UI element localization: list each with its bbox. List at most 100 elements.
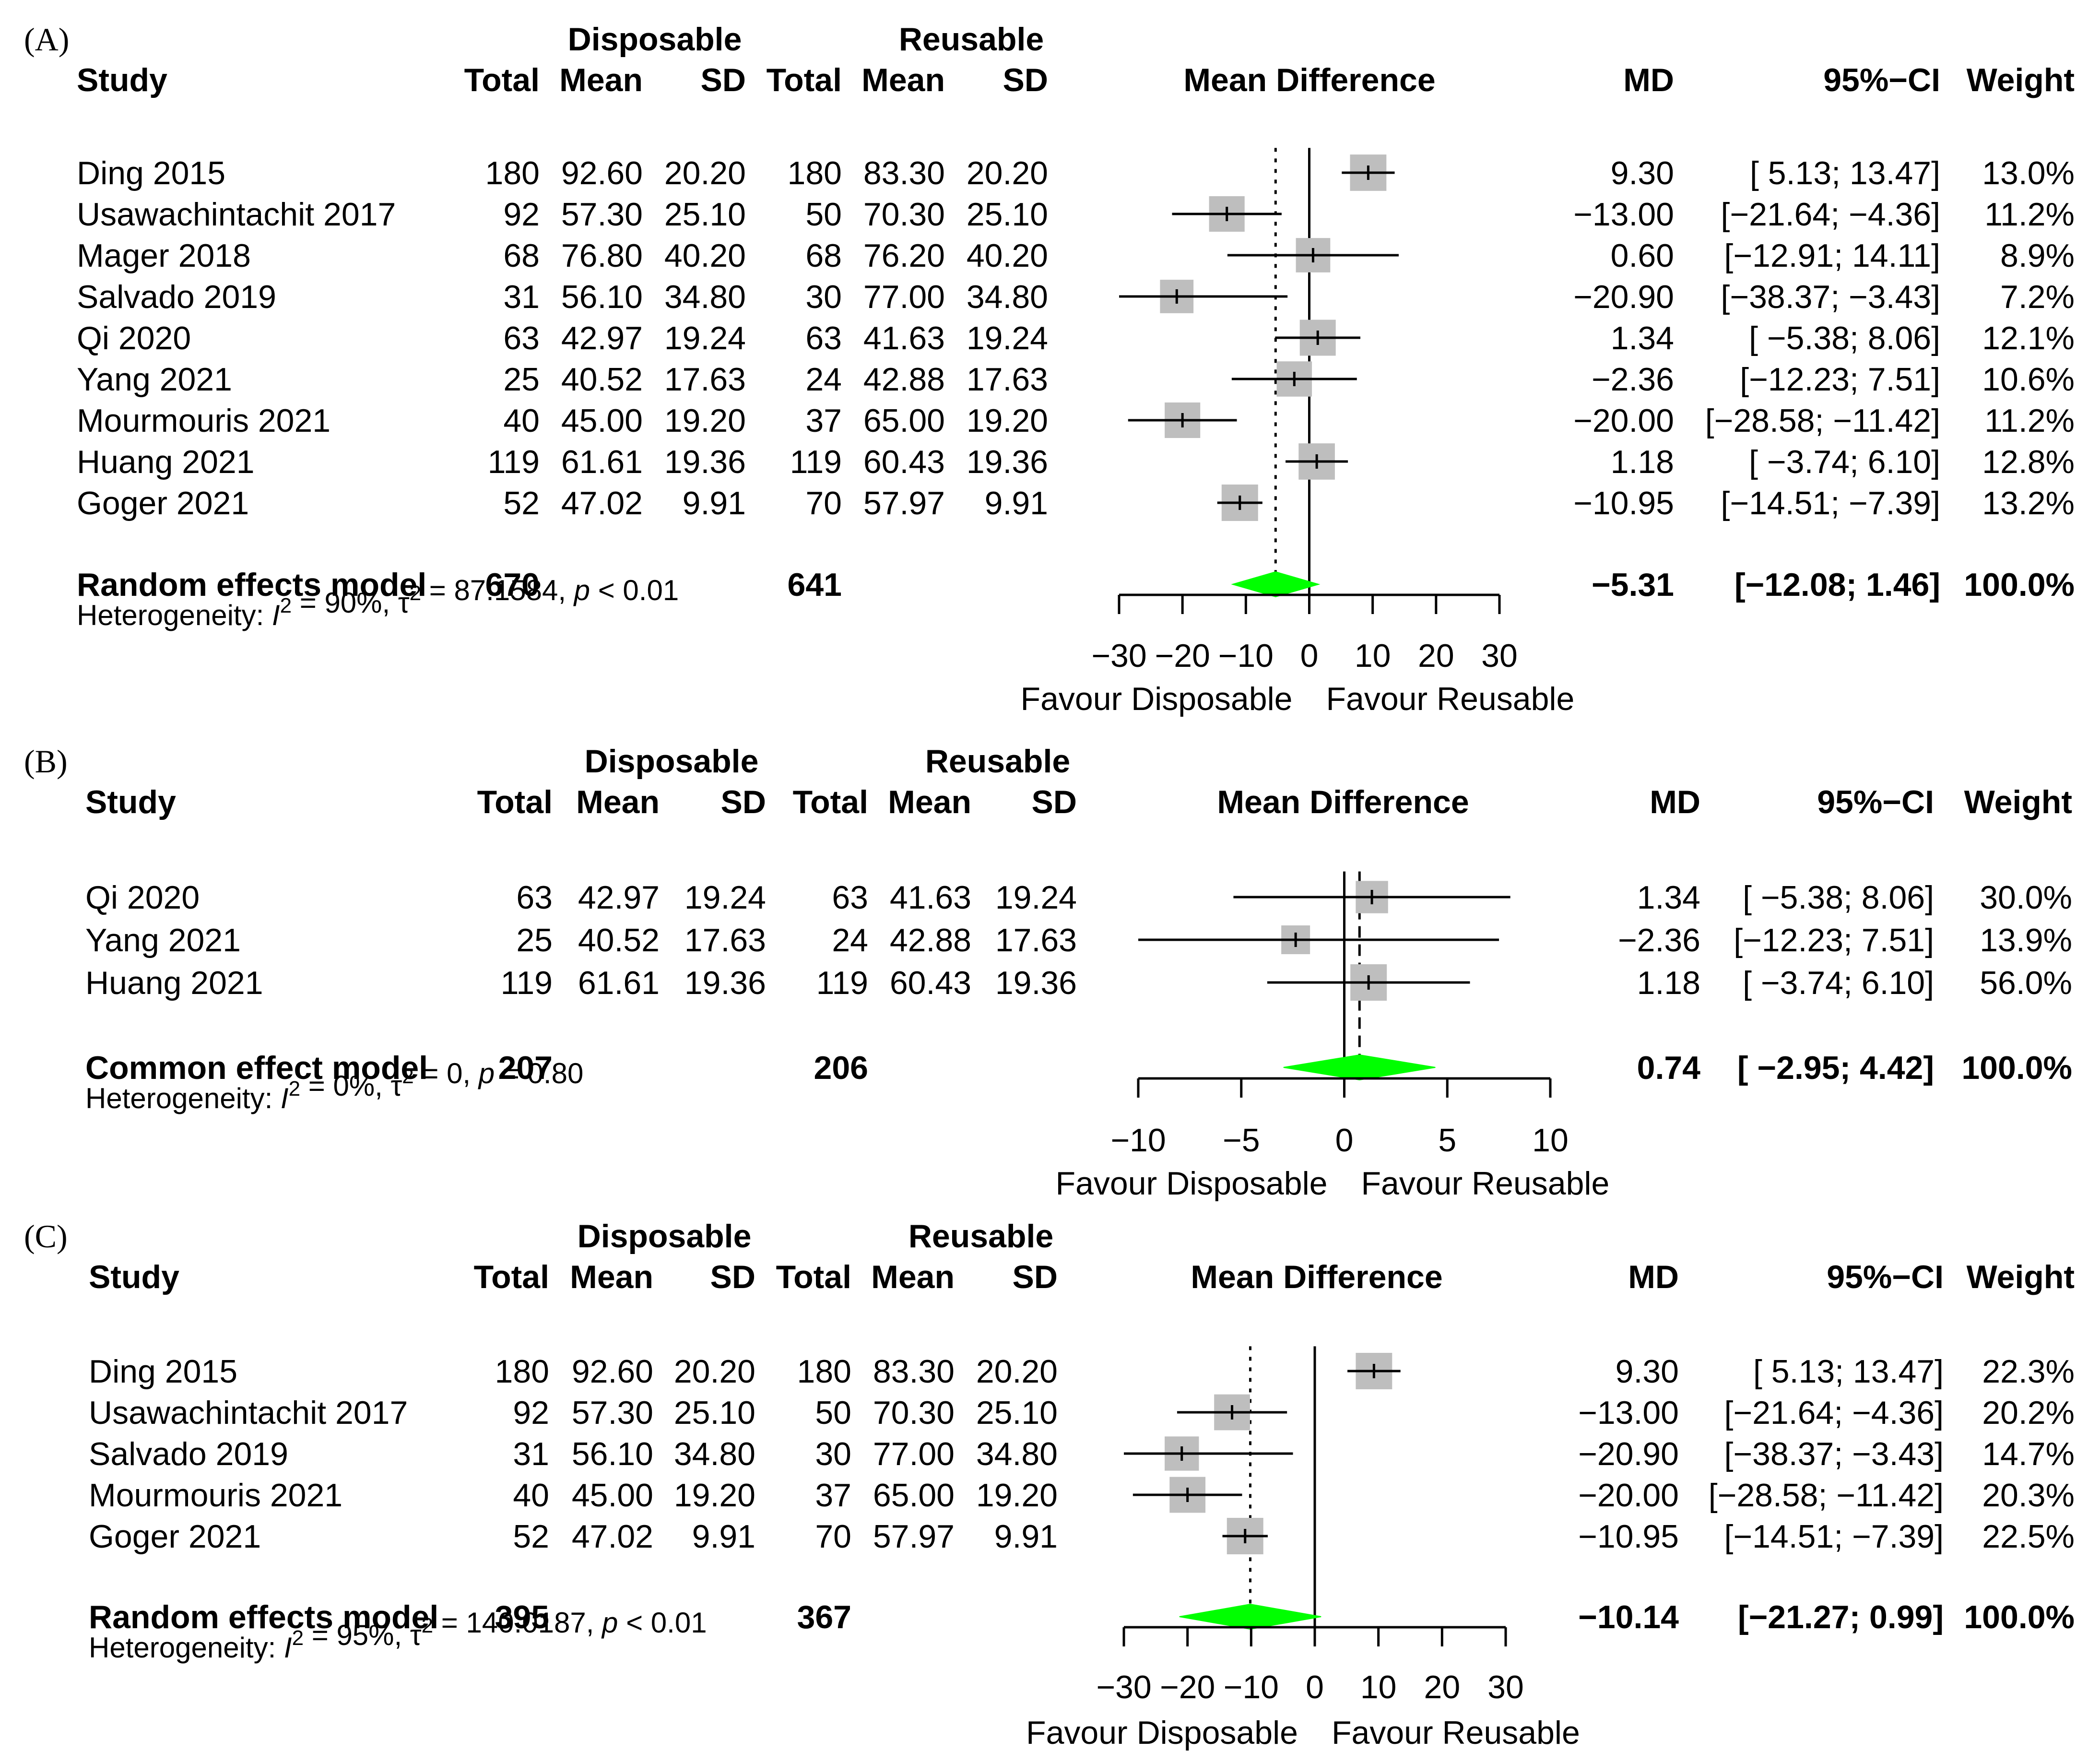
weight-value: 7.2% [2000, 279, 2075, 315]
mean-reusable: 76.20 [863, 237, 945, 274]
weight-value: 20.2% [1982, 1395, 2075, 1431]
heterogeneity-symbol: 2 [402, 1065, 413, 1088]
mean-reusable: 70.30 [863, 196, 945, 233]
pooled-weight: 100.0% [1964, 567, 2075, 603]
header-mean-difference: Mean Difference [1191, 1259, 1442, 1295]
mean-disposable: 40.52 [561, 361, 643, 398]
x-tick-label: −10 [1224, 1669, 1279, 1705]
sd-disposable: 19.36 [664, 444, 746, 480]
study-row: Mourmouris 2021 40 45.00 19.20 37 65.00 19.20 −… [77, 402, 2075, 439]
study-name: Mourmouris 2021 [89, 1477, 342, 1514]
sd-disposable: 19.24 [664, 320, 746, 356]
study-name: Qi 2020 [85, 879, 200, 916]
study-row: Qi 2020 63 42.97 19.24 63 41.63 19.24 1.34 [ −5.… [85, 879, 2072, 916]
sd-reusable: 20.20 [976, 1353, 1058, 1390]
ci-value: [ −5.38; 8.06] [1749, 320, 1940, 356]
study-row: Huang 2021 119 61.61 19.36 119 60.43 19.36 1.18… [85, 964, 2072, 1001]
study-row: Qi 2020 63 42.97 19.24 63 41.63 19.24 1.34 [ −5.… [77, 319, 2075, 356]
pooled-total-reusable: 641 [788, 567, 842, 603]
study-name: Huang 2021 [77, 444, 255, 480]
md-value: 1.34 [1637, 879, 1700, 916]
total-disposable: 31 [513, 1436, 549, 1472]
weight-value: 56.0% [1980, 965, 2072, 1001]
heterogeneity-part: = 0%, [300, 1070, 390, 1102]
sd-reusable: 9.91 [985, 485, 1048, 521]
heterogeneity-symbol: p [573, 574, 590, 606]
total-disposable: 180 [485, 155, 540, 191]
pooled-model-label: Random effects model [77, 567, 426, 603]
ci-value: [−12.23; 7.51] [1734, 922, 1934, 958]
ci-value: [ 5.13; 13.47] [1750, 155, 1940, 191]
group-header-disposable: Disposable [578, 1218, 752, 1254]
heterogeneity-symbol: 2 [289, 1077, 300, 1100]
header-mean-disposable: Mean [559, 62, 643, 98]
header-mean-reusable: Mean [861, 62, 945, 98]
heterogeneity-part: Heterogeneity: [89, 1632, 284, 1664]
pooled-md: −5.31 [1592, 567, 1674, 603]
heterogeneity-symbol: 2 [292, 1626, 304, 1650]
group-header-reusable: Reusable [908, 1218, 1053, 1254]
pooled-model-label: Random effects model [89, 1599, 438, 1635]
group-header-reusable: Reusable [899, 21, 1044, 58]
heterogeneity-part: Heterogeneity: [85, 1082, 281, 1114]
mean-disposable: 42.97 [578, 879, 660, 916]
study-row: Salvado 2019 31 56.10 34.80 30 77.00 34.80 −20.… [89, 1436, 2075, 1472]
weight-value: 12.8% [1982, 444, 2075, 480]
sd-reusable: 19.24 [967, 320, 1048, 356]
favour-disposable-label: Favour Disposable [1026, 1715, 1298, 1751]
study-row: Yang 2021 25 40.52 17.63 24 42.88 17.63 −2.36 [−… [77, 361, 2075, 398]
heterogeneity-part: = 0, [414, 1057, 479, 1089]
mean-reusable: 41.63 [890, 879, 971, 916]
study-name: Ding 2015 [89, 1353, 237, 1390]
total-reusable: 37 [815, 1477, 851, 1514]
x-tick-label: 20 [1424, 1669, 1461, 1705]
sd-disposable: 34.80 [664, 279, 746, 315]
total-disposable: 119 [488, 444, 540, 480]
x-tick-label: −10 [1110, 1122, 1166, 1159]
weight-value: 13.9% [1980, 922, 2072, 958]
sd-disposable: 17.63 [664, 361, 746, 398]
heterogeneity-symbol: p [601, 1607, 618, 1639]
x-tick-label: 0 [1306, 1669, 1324, 1705]
mean-disposable: 61.61 [578, 965, 660, 1001]
mean-reusable: 57.97 [873, 1518, 955, 1555]
header-ci: 95%−CI [1823, 62, 1940, 98]
pooled-weight: 100.0% [1961, 1050, 2072, 1086]
total-disposable: 40 [503, 402, 540, 439]
favour-disposable-label: Favour Disposable [1056, 1165, 1328, 1202]
ci-value: [−12.91; 14.11] [1724, 237, 1940, 274]
study-row: Mager 2018 68 76.80 40.20 68 76.20 40.20 0.60 [−… [77, 237, 2075, 274]
total-reusable: 70 [805, 485, 842, 521]
weight-value: 11.2% [1984, 196, 2075, 233]
md-value: −13.00 [1573, 196, 1674, 233]
header-total-reusable: Total [767, 62, 842, 98]
pooled-total-disposable: 670 [485, 567, 540, 603]
md-value: −2.36 [1618, 922, 1700, 958]
panel-label: (A) [24, 21, 69, 58]
study-row: Ding 2015 180 92.60 20.20 180 83.30 20.20 9.30 [… [89, 1353, 2075, 1390]
total-disposable: 119 [501, 965, 553, 1001]
mean-reusable: 60.43 [863, 444, 945, 480]
sd-reusable: 19.24 [995, 879, 1077, 916]
total-disposable: 31 [503, 279, 540, 315]
ci-value: [−14.51; −7.39] [1724, 1518, 1944, 1555]
total-reusable: 63 [832, 879, 868, 916]
sd-reusable: 9.91 [994, 1518, 1058, 1555]
weight-value: 13.2% [1982, 485, 2075, 521]
pooled-total-reusable: 367 [797, 1599, 851, 1635]
header-weight: Weight [1967, 62, 2075, 98]
study-name: Huang 2021 [85, 965, 263, 1001]
weight-value: 12.1% [1982, 320, 2075, 356]
total-disposable: 25 [503, 361, 540, 398]
header-mean-difference: Mean Difference [1217, 784, 1469, 820]
ci-value: [−38.37; −3.43] [1724, 1436, 1944, 1472]
header-study: Study [89, 1259, 179, 1295]
study-name: Qi 2020 [77, 320, 191, 356]
group-header-reusable: Reusable [925, 743, 1070, 780]
md-value: 0.60 [1611, 237, 1674, 274]
heterogeneity-symbol: p [478, 1057, 495, 1089]
heterogeneity-text: Heterogeneity: I2 = 0%, τ2 = 0, p = 0.80 [85, 1057, 583, 1114]
heterogeneity-part: = 0.80 [495, 1057, 583, 1089]
ci-value: [ −5.38; 8.06] [1743, 879, 1934, 916]
